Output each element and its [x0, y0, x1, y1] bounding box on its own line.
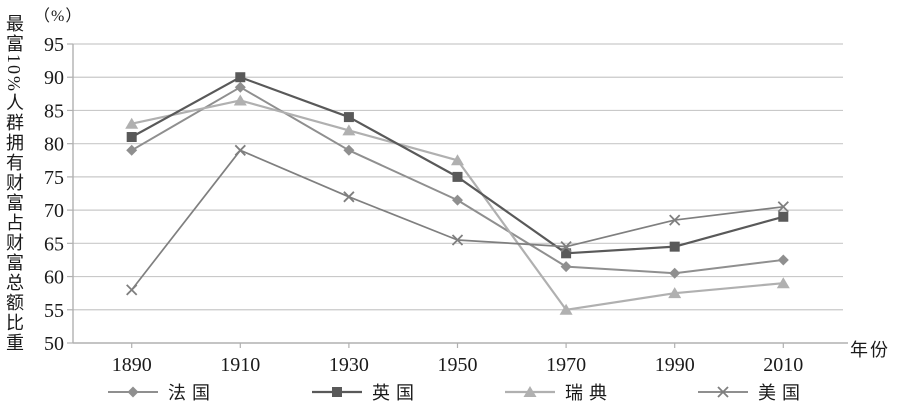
- x-marker: [669, 214, 681, 226]
- diamond-marker: [452, 194, 463, 206]
- y-tick-label: 55: [44, 300, 64, 322]
- triangle-marker: [342, 124, 356, 136]
- triangle-marker: [668, 287, 682, 299]
- square-marker: [332, 387, 342, 397]
- x-marker: [126, 284, 138, 296]
- triangle-marker: [559, 303, 573, 315]
- square-marker: [452, 171, 463, 182]
- legend-label: 瑞典: [565, 383, 613, 403]
- y-tick-label: 90: [44, 67, 64, 89]
- y-axis-unit-label: （%）: [34, 8, 83, 25]
- x-marker: [234, 144, 246, 156]
- x-marker: [717, 386, 729, 398]
- square-marker: [561, 248, 572, 259]
- diamond-marker: [777, 254, 789, 266]
- legend-item-瑞典: 瑞典: [505, 381, 613, 403]
- triangle-marker: [776, 277, 790, 289]
- x-marker: [560, 241, 572, 253]
- legend-item-英国: 英国: [312, 381, 420, 403]
- x-tick-label: 1910: [220, 354, 260, 376]
- legend-label: 法国: [168, 383, 216, 403]
- legend-item-美国: 美国: [698, 381, 806, 403]
- diamond-marker: [343, 144, 355, 156]
- diamond-marker: [126, 144, 138, 156]
- x-tick-label: 1890: [112, 354, 152, 376]
- x-tick-label: 2010: [763, 354, 803, 376]
- square-marker: [126, 132, 137, 143]
- y-tick-label: 80: [44, 134, 64, 156]
- x-tick-label: 1930: [329, 354, 369, 376]
- legend-label: 英国: [372, 383, 420, 403]
- y-tick-label: 60: [44, 267, 64, 289]
- diamond-marker: [560, 261, 572, 273]
- series-法国: [126, 81, 789, 279]
- legend-marker-diamond-icon: [108, 386, 158, 398]
- legend-marker-square-icon: [312, 387, 362, 397]
- x-tick-label: 1990: [655, 354, 695, 376]
- legend-marker-x-icon: [698, 386, 748, 398]
- x-marker: [777, 201, 789, 213]
- series-美国: [126, 144, 789, 296]
- diamond-marker: [127, 386, 139, 398]
- x-tick-label: 1950: [438, 354, 478, 376]
- square-marker: [778, 211, 789, 222]
- x-tick-label: 1970: [546, 354, 586, 376]
- legend-item-法国: 法国: [108, 381, 216, 403]
- square-marker: [343, 112, 354, 123]
- diamond-marker: [234, 81, 246, 93]
- series-line: [131, 149, 784, 291]
- triangle-marker: [233, 94, 247, 106]
- square-marker: [669, 241, 680, 252]
- y-tick-label: 50: [44, 333, 64, 355]
- triangle-marker: [451, 154, 464, 166]
- series-英国: [126, 72, 789, 259]
- triangle-marker: [523, 386, 537, 397]
- y-tick-label: 95: [44, 34, 64, 56]
- diamond-marker: [669, 267, 681, 279]
- y-tick-label: 85: [44, 100, 64, 122]
- y-tick-label: 75: [44, 167, 64, 189]
- x-marker: [451, 234, 464, 246]
- y-tick-label: 70: [44, 200, 64, 222]
- x-marker: [343, 191, 355, 203]
- square-marker: [235, 72, 246, 83]
- series-瑞典: [125, 94, 790, 315]
- y-tick-label: 65: [44, 233, 64, 255]
- x-axis-title: 年份: [850, 340, 890, 360]
- chart-legend: 法国 英国 瑞典 美国: [0, 381, 903, 405]
- y-axis-title: 最富10%人群拥有财富占财富总额比重: [4, 14, 24, 353]
- legend-label: 美国: [758, 383, 806, 403]
- triangle-marker: [125, 117, 139, 129]
- legend-marker-triangle-icon: [505, 386, 555, 397]
